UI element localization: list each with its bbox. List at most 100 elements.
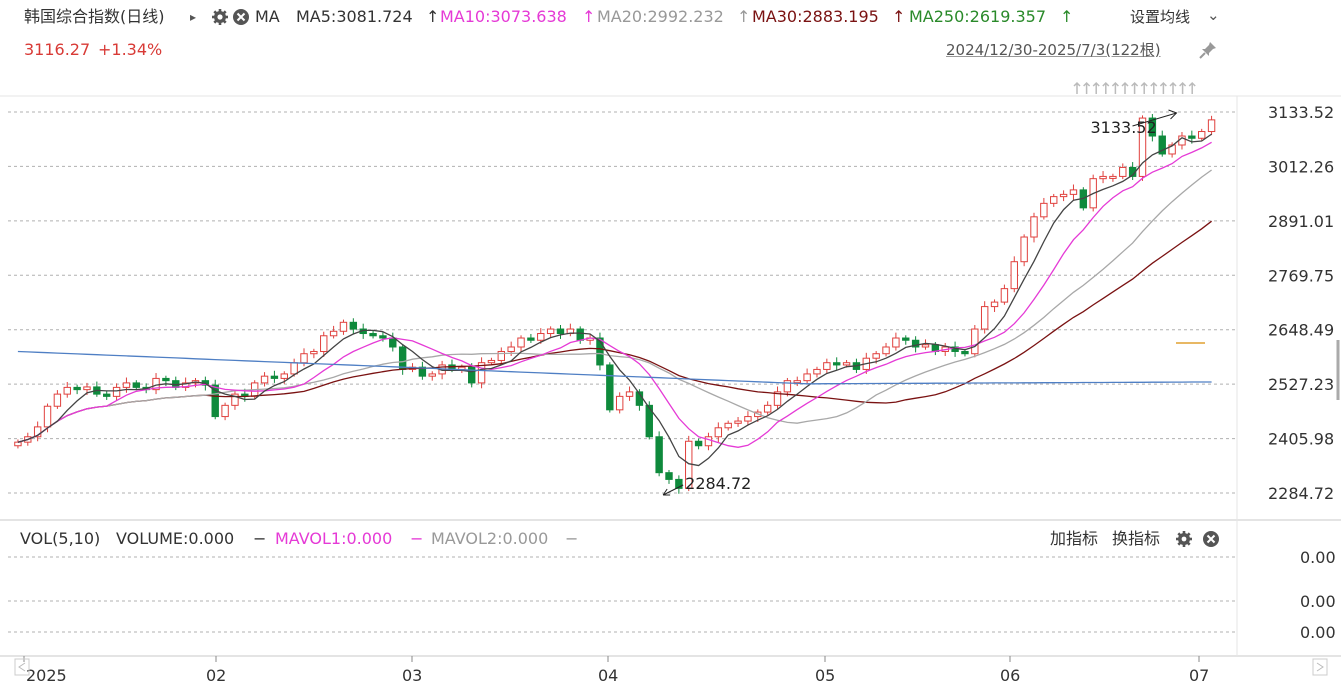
ma10-line bbox=[17, 141, 1212, 448]
candle-body bbox=[675, 478, 683, 489]
candle-body bbox=[1040, 202, 1048, 218]
candle-body bbox=[221, 404, 229, 418]
candle-body bbox=[172, 380, 180, 388]
mavol1-value: MAVOL1:0.000 bbox=[275, 529, 393, 548]
candle-body bbox=[398, 346, 407, 370]
pin-icon[interactable] bbox=[1198, 40, 1218, 64]
candle-body bbox=[1059, 193, 1068, 198]
ma20-up-arrow: ↑ bbox=[737, 7, 751, 26]
candle-body bbox=[537, 333, 545, 341]
volume-tick-label: 0.00 bbox=[1300, 548, 1336, 567]
indicator-close-icon[interactable] bbox=[1202, 530, 1220, 553]
switch-indicator-button[interactable]: 换指标 bbox=[1112, 529, 1161, 548]
set-ma-button[interactable]: 设置均线 bbox=[1130, 8, 1191, 26]
candle-body bbox=[132, 382, 141, 388]
candle-body bbox=[448, 364, 456, 370]
price-tick-label: 3012.26 bbox=[1268, 157, 1334, 176]
candle-body bbox=[339, 321, 348, 332]
chevron-down-icon[interactable]: ⌄ bbox=[1207, 6, 1220, 24]
candle-body bbox=[665, 472, 673, 480]
signal-marker-icon bbox=[1083, 81, 1091, 94]
close-icon[interactable] bbox=[232, 8, 250, 31]
candle-body bbox=[833, 362, 841, 366]
ma5-up-arrow: ↑ bbox=[426, 7, 440, 26]
candle-body bbox=[1089, 178, 1097, 209]
candle-body bbox=[359, 328, 367, 335]
signal-marker-icon bbox=[1111, 81, 1119, 94]
date-range[interactable]: 2024/12/30-2025/7/3(122根) bbox=[946, 41, 1161, 59]
candle-body bbox=[93, 386, 101, 395]
volume-dash: − bbox=[253, 529, 267, 548]
candle-body bbox=[941, 346, 949, 352]
ma20-value: MA20:2992.232 bbox=[597, 7, 724, 26]
signal-marker-icon bbox=[1159, 81, 1167, 94]
candle-body bbox=[468, 366, 476, 384]
scroll-left-button bbox=[14, 658, 30, 676]
candle-body bbox=[1000, 288, 1009, 303]
candle-body bbox=[704, 436, 713, 447]
candle-body bbox=[14, 441, 22, 447]
candle-body bbox=[438, 364, 446, 375]
candle-body bbox=[191, 380, 200, 384]
candle-body bbox=[112, 386, 121, 397]
candle-body bbox=[902, 337, 910, 341]
candle-body bbox=[1188, 135, 1196, 139]
time-label: 04 bbox=[598, 666, 618, 685]
candle-body bbox=[369, 333, 377, 337]
candle-body bbox=[1148, 117, 1157, 137]
signal-marker-icon bbox=[1140, 81, 1148, 94]
candle-body bbox=[1020, 236, 1028, 263]
candle-body bbox=[694, 440, 703, 447]
quote-price: 3116.27 bbox=[24, 40, 91, 59]
time-label: 2025 bbox=[26, 666, 67, 685]
candle-body bbox=[951, 346, 959, 352]
candle-body bbox=[714, 427, 723, 438]
candle-body bbox=[487, 359, 496, 364]
high-arrowhead bbox=[1168, 109, 1178, 120]
volume-tick-label: 0.00 bbox=[1300, 623, 1336, 642]
candle-body bbox=[507, 346, 515, 352]
candle-body bbox=[596, 337, 604, 366]
candle-body bbox=[921, 344, 930, 348]
candle-body bbox=[961, 350, 969, 355]
time-label: 07 bbox=[1189, 666, 1209, 685]
mavol1-dash: − bbox=[410, 529, 424, 548]
candle-body bbox=[911, 339, 920, 348]
candle-body bbox=[1158, 135, 1166, 155]
candle-body bbox=[43, 405, 52, 428]
vol-title: VOL(5,10) bbox=[20, 529, 101, 548]
ma250-up-arrow: ↑ bbox=[1060, 7, 1074, 26]
candle-body bbox=[892, 337, 900, 348]
candle-body bbox=[862, 357, 871, 370]
candle-body bbox=[527, 337, 535, 341]
ma20-line bbox=[17, 169, 1212, 443]
candle-body bbox=[280, 373, 288, 379]
candle-body bbox=[201, 380, 210, 386]
high-pointer bbox=[1132, 112, 1177, 127]
signal-marker-icon bbox=[1179, 81, 1187, 94]
candle-body bbox=[606, 364, 614, 411]
indicator-gear-icon[interactable] bbox=[1175, 530, 1193, 553]
candle-body bbox=[379, 335, 387, 339]
chevron-right-icon bbox=[1316, 662, 1324, 672]
chart-header: 韩国综合指数(日线) ▸ MA MA5:3081.724 ↑ MA10:3073… bbox=[0, 0, 1341, 34]
expand-toggle-icon[interactable]: ▸ bbox=[190, 10, 197, 24]
signal-marker-icon bbox=[1188, 81, 1196, 94]
candle-body bbox=[1030, 216, 1038, 238]
ma250-line bbox=[17, 350, 1212, 385]
price-tick-label: 2284.72 bbox=[1268, 484, 1334, 503]
candle-body bbox=[744, 416, 752, 422]
candle-body bbox=[181, 382, 190, 388]
ma250-value: MA250:2619.357 bbox=[909, 7, 1047, 26]
candle-body bbox=[24, 436, 32, 443]
candle-body bbox=[497, 350, 506, 361]
price-tick-label: 2405.98 bbox=[1268, 430, 1334, 449]
candle-body bbox=[586, 337, 594, 341]
price-tick-label: 3133.52 bbox=[1268, 103, 1334, 122]
add-indicator-button[interactable]: 加指标 bbox=[1050, 529, 1099, 548]
candle-body bbox=[763, 404, 772, 413]
gear-icon[interactable] bbox=[211, 8, 229, 31]
candle-body bbox=[458, 366, 466, 370]
candle-body bbox=[1178, 135, 1186, 146]
